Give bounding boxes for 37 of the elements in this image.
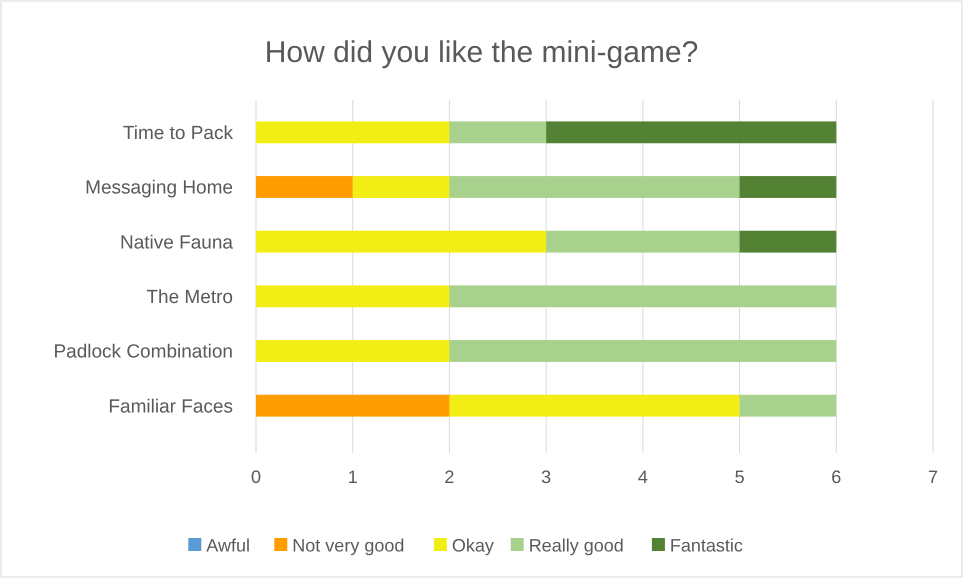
bar (449, 121, 546, 144)
y-tick-label: Native Fauna (120, 232, 234, 254)
bar (740, 230, 836, 253)
x-tick-label: 1 (348, 467, 358, 487)
bar (352, 176, 450, 198)
y-tick-label: The Metro (146, 286, 233, 308)
x-tick-label: 5 (734, 467, 745, 487)
legend-label: Really good (528, 535, 624, 556)
bar (256, 285, 450, 308)
bar (740, 176, 836, 198)
legend-label: Awful (206, 535, 250, 556)
bar (449, 176, 740, 198)
y-tick-label: Time to Pack (122, 122, 234, 144)
x-tick-label: 4 (638, 467, 648, 487)
legend-label: Fantastic (670, 535, 743, 556)
x-tick-label: 6 (831, 467, 842, 487)
bar (449, 340, 836, 362)
bar (740, 394, 836, 417)
bar (546, 121, 836, 144)
y-tick-label: Padlock Combination (53, 342, 233, 363)
y-tick-label: Messaging Home (85, 178, 233, 199)
chart-title: How did you like the mini-game? (264, 36, 698, 69)
bar (449, 394, 740, 417)
bar (546, 230, 740, 253)
y-tick-label: Familiar Faces (108, 396, 233, 418)
legend-label: Okay (452, 535, 494, 556)
bar (256, 340, 450, 362)
x-tick-label: 3 (541, 467, 552, 487)
bar (256, 230, 546, 253)
bar (256, 121, 450, 144)
x-tick-label: 0 (250, 467, 262, 487)
legend-label: Not very good (292, 535, 404, 556)
x-tick-label: 7 (928, 467, 938, 487)
bar (256, 176, 353, 198)
bar (449, 285, 836, 308)
bar (256, 394, 450, 417)
x-tick-label: 2 (444, 467, 454, 487)
